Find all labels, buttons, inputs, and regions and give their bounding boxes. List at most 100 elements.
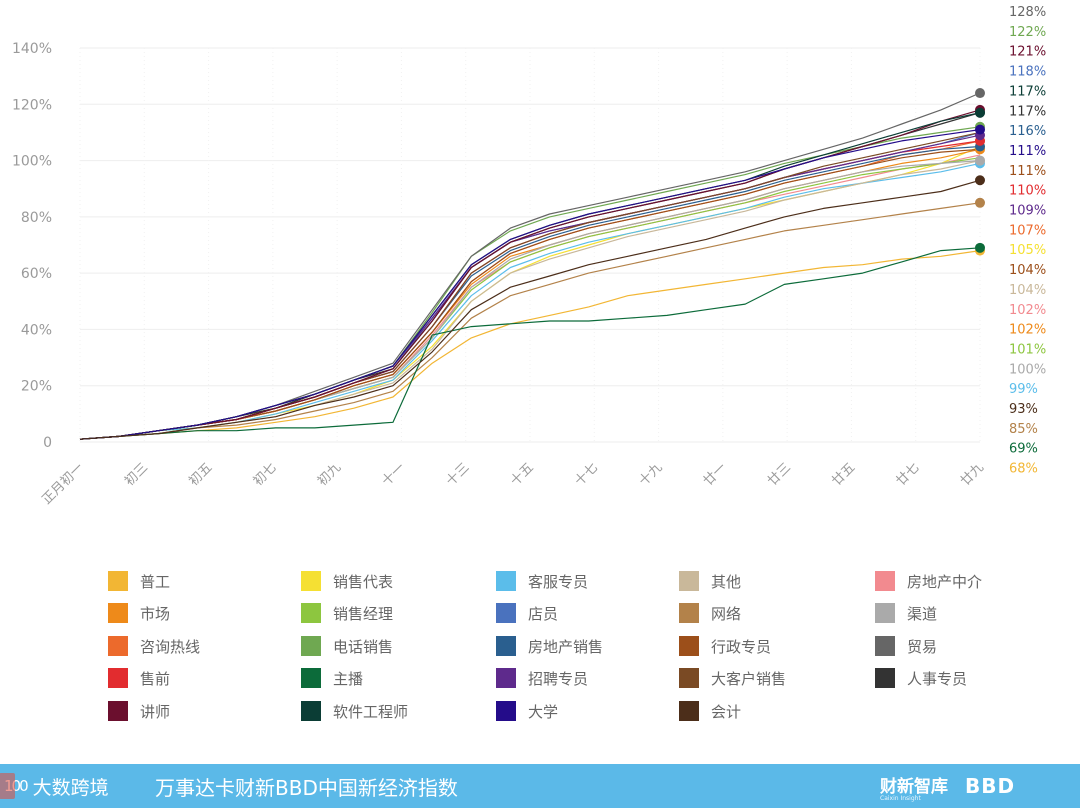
- legend-swatch: [301, 701, 321, 721]
- legend-label: 大客户销售: [711, 669, 787, 688]
- end-value-label: 122%: [1009, 25, 1046, 40]
- legend-swatch: [301, 571, 321, 591]
- legend-label: 电话销售: [333, 637, 394, 656]
- legend-item: 行政专员: [679, 635, 771, 657]
- x-tick-label: 初三: [122, 460, 151, 489]
- x-tick-label: 廿七: [894, 460, 923, 489]
- end-value-label: 68%: [1009, 462, 1038, 477]
- x-tick-label: 初七: [251, 460, 280, 489]
- legend-item: 讲师: [108, 700, 170, 722]
- legend-swatch: [496, 701, 516, 721]
- legend-swatch: [679, 571, 699, 591]
- legend-swatch: [301, 603, 321, 623]
- legend-swatch: [875, 571, 895, 591]
- legend-label: 销售经理: [333, 604, 394, 623]
- end-value-label: 118%: [1009, 65, 1046, 80]
- legend-label: 房地产销售: [528, 637, 604, 656]
- x-tick-label: 廿三: [765, 460, 794, 489]
- chart-legend: 普工 销售代表 客服专员 其他 房地产中介 市场 销售经理 店员 网络 渠道 咨询热线 电话销售 房地产…: [0, 560, 1080, 730]
- legend-item: 售前: [108, 667, 170, 689]
- legend-label: 人事专员: [907, 669, 968, 688]
- legend-label: 会计: [711, 702, 742, 721]
- footer-title: 万事达卡财新BBD中国新经济指数: [155, 776, 458, 800]
- logo-text: 大数跨境: [32, 776, 109, 799]
- legend-item: 客服专员: [496, 570, 588, 592]
- legend-item: 房地产销售: [496, 635, 603, 657]
- end-value-label: 117%: [1009, 104, 1046, 119]
- legend-swatch: [679, 701, 699, 721]
- y-tick-label: 20%: [21, 379, 52, 395]
- legend-swatch: [108, 571, 128, 591]
- legend-swatch: [108, 701, 128, 721]
- legend-item: 大客户销售: [679, 667, 786, 689]
- end-value-label: 69%: [1009, 442, 1038, 457]
- legend-item: 软件工程师: [301, 700, 408, 722]
- legend-label: 贸易: [907, 637, 938, 656]
- legend-label: 渠道: [907, 604, 938, 623]
- legend-label: 行政专员: [711, 637, 772, 656]
- end-value-label: 117%: [1009, 84, 1046, 99]
- legend-item: 市场: [108, 602, 170, 624]
- y-tick-label: 120%: [12, 97, 52, 113]
- end-value-label: 111%: [1009, 164, 1046, 179]
- brand-name: 财新智库: [880, 777, 948, 797]
- legend-label: 其他: [711, 572, 742, 591]
- legend-label: 房地产中介: [907, 572, 983, 591]
- legend-swatch: [301, 636, 321, 656]
- brand-sub: Caixin Insight: [880, 795, 921, 802]
- legend-label: 招聘专员: [528, 669, 589, 688]
- end-marker: [975, 175, 985, 186]
- legend-swatch: [875, 636, 895, 656]
- legend-swatch: [679, 603, 699, 623]
- legend-item: 贸易: [875, 635, 937, 657]
- legend-swatch: [496, 571, 516, 591]
- legend-item: 招聘专员: [496, 667, 588, 689]
- legend-swatch: [496, 668, 516, 688]
- legend-item: 网络: [679, 602, 741, 624]
- legend-label: 网络: [711, 604, 742, 623]
- legend-item: 销售经理: [301, 602, 393, 624]
- legend-swatch: [108, 636, 128, 656]
- series-line: [79, 129, 981, 440]
- legend-swatch: [108, 668, 128, 688]
- end-value-label: 102%: [1009, 303, 1046, 318]
- footer-bbd-logo: BBD: [965, 774, 1016, 798]
- end-marker: [975, 124, 985, 135]
- legend-item: 其他: [679, 570, 741, 592]
- series-line: [79, 160, 981, 440]
- x-tick-label: 十五: [508, 460, 537, 489]
- series-line: [79, 247, 981, 440]
- end-value-label: 111%: [1009, 144, 1046, 159]
- x-tick-label: 十三: [444, 460, 473, 489]
- chart-area: 0 20% 40% 60% 80% 100% 120% 140% 正月初一 初三 初五 初七 初九 十一 十…: [12, 5, 1046, 508]
- end-value-label: 104%: [1009, 283, 1046, 298]
- end-value-label: 101%: [1009, 342, 1046, 357]
- end-value-label: 116%: [1009, 124, 1046, 139]
- end-value-label: 110%: [1009, 184, 1046, 199]
- legend-item: 会计: [679, 700, 741, 722]
- end-value-label: 128%: [1009, 5, 1046, 20]
- legend-item: 渠道: [875, 602, 937, 624]
- end-value-label: 100%: [1009, 362, 1046, 377]
- end-value-label: 99%: [1009, 382, 1038, 397]
- x-tick-label: 廿五: [829, 460, 858, 489]
- y-tick-label: 40%: [21, 322, 52, 338]
- end-marker: [975, 242, 985, 253]
- legend-item: 大学: [496, 700, 558, 722]
- end-marker: [975, 88, 985, 99]
- x-tick-label: 初五: [186, 460, 215, 489]
- legend-item: 普工: [108, 570, 170, 592]
- footer-logo: 100 大数跨境: [0, 770, 109, 802]
- x-tick-label: 廿一: [701, 460, 730, 489]
- line-chart: 0 20% 40% 60% 80% 100% 120% 140% 正月初一 初三 初五 初七 初九 十一 十…: [12, 5, 1046, 508]
- legend-swatch: [108, 603, 128, 623]
- series-line: [79, 109, 981, 440]
- legend-item: 咨询热线: [108, 635, 200, 657]
- y-tick-label: 60%: [21, 266, 52, 282]
- footer-banner: 100 大数跨境 万事达卡财新BBD中国新经济指数 财新智库 Caixin In…: [0, 764, 1080, 808]
- phone-icon: [0, 773, 15, 799]
- legend-label: 市场: [140, 604, 171, 623]
- y-tick-label: 140%: [12, 41, 52, 57]
- series-line: [79, 202, 981, 440]
- x-tick-label: 十一: [379, 460, 408, 489]
